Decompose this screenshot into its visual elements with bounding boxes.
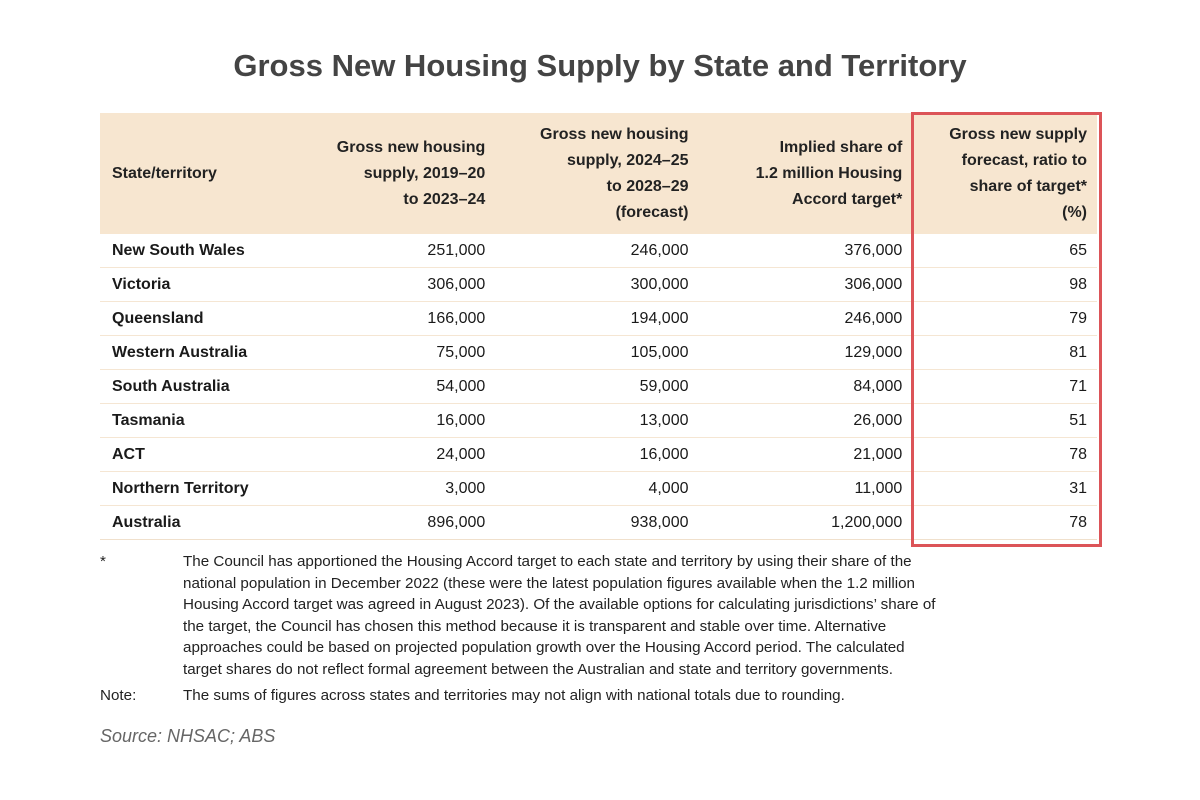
value-cell: 84,000 (698, 369, 913, 404)
column-header-line: forecast, ratio to (961, 151, 1087, 169)
column-header-line: (%) (1062, 203, 1087, 221)
column-header-line: share of target* (969, 177, 1087, 195)
state-name-cell: Western Australia (100, 335, 298, 370)
value-cell: 98 (912, 267, 1097, 302)
note-label: Note: (100, 686, 137, 704)
value-cell: 78 (912, 437, 1097, 472)
footnote-line: The Council has apportioned the Housing … (183, 553, 912, 570)
column-header: Gross new housing supply, 2024–25 to 2028–… (495, 113, 699, 234)
value-cell: 3,000 (297, 471, 496, 506)
table-row: Tasmania 16,000 13,000 26,000 51 (100, 403, 1097, 438)
value-cell: 31 (912, 471, 1097, 506)
value-cell: 194,000 (495, 301, 699, 336)
table-header-row: State/territory Gross new housing supply, … (100, 113, 1097, 234)
source-text: Source: NHSAC; ABS (100, 726, 276, 746)
state-name-cell: Australia (100, 505, 298, 540)
footnote-line: national population in December 2022 (th… (183, 574, 915, 592)
value-cell: 81 (912, 335, 1097, 370)
column-header: Gross new housing supply, 2019–20 to 2023–… (297, 113, 496, 234)
value-cell: 105,000 (495, 335, 699, 370)
footnotes: * The Council has apportioned the Housin… (100, 551, 936, 706)
column-header-line: Gross new housing (336, 138, 486, 156)
table-row: Victoria 306,000 300,000 306,000 98 (100, 267, 1097, 302)
table-row: South Australia 54,000 59,000 84,000 71 (100, 369, 1097, 404)
state-name-cell: ACT (100, 437, 298, 472)
value-cell: 246,000 (495, 234, 699, 268)
value-cell: 251,000 (297, 234, 496, 268)
note-text: The sums of figures across states and te… (183, 686, 845, 704)
value-cell: 306,000 (698, 267, 913, 302)
value-cell: 376,000 (698, 234, 913, 268)
value-cell: 54,000 (297, 369, 496, 404)
table-row: ACT 24,000 16,000 21,000 78 (100, 437, 1097, 472)
column-header-line: 1.2 million Housing (755, 164, 903, 182)
page-title: Gross New Housing Supply by State and Te… (233, 48, 967, 83)
value-cell: 21,000 (698, 437, 913, 472)
column-header-line: Implied share of (779, 138, 903, 156)
value-cell: 11,000 (698, 471, 913, 506)
table-row: New South Wales 251,000 246,000 376,000 65 (100, 234, 1097, 268)
column-header: Gross new supply forecast, ratio to share … (912, 113, 1097, 234)
value-cell: 16,000 (297, 403, 496, 438)
column-header-line: supply, 2019–20 (363, 164, 486, 182)
table-row: Western Australia 75,000 105,000 129,000 81 (100, 335, 1097, 370)
column-header-line: to 2028–29 (606, 177, 689, 195)
value-cell: 4,000 (495, 471, 699, 506)
value-cell: 166,000 (297, 301, 496, 336)
value-cell: 79 (912, 301, 1097, 336)
value-cell: 24,000 (297, 437, 496, 472)
value-cell: 896,000 (297, 505, 496, 540)
state-name-cell: Tasmania (100, 403, 298, 438)
table-row: Northern Territory 3,000 4,000 11,000 31 (100, 471, 1097, 506)
column-header-line: Accord target* (792, 190, 903, 208)
state-name-cell: South Australia (100, 369, 298, 404)
value-cell: 75,000 (297, 335, 496, 370)
state-name-cell: New South Wales (100, 234, 298, 268)
column-header: Implied share of 1.2 million Housing Accor… (698, 113, 913, 234)
footnote-line: target shares do not reflect formal agre… (183, 660, 893, 678)
note: Note: The sums of figures across states … (100, 685, 936, 707)
state-name-cell: Victoria (100, 267, 298, 302)
column-header-line: Gross new housing (540, 125, 689, 143)
value-cell: 51 (912, 403, 1097, 438)
value-cell: 246,000 (698, 301, 913, 336)
value-cell: 59,000 (495, 369, 699, 404)
table-row: Queensland 166,000 194,000 246,000 79 (100, 301, 1097, 336)
table-row: Australia 896,000 938,000 1,200,000 78 (100, 505, 1097, 540)
footnote-line: the target, the Council has chosen this … (183, 617, 887, 635)
footnote-line: approaches could be based on projected p… (183, 639, 905, 657)
value-cell: 938,000 (495, 505, 699, 540)
value-cell: 71 (912, 369, 1097, 404)
footnote-asterisk: * The Council has apportioned the Housin… (100, 551, 936, 681)
value-cell: 129,000 (698, 335, 913, 370)
column-header-line: Gross new supply (949, 125, 1087, 143)
value-cell: 300,000 (495, 267, 699, 302)
state-name-cell: Northern Territory (100, 471, 298, 506)
value-cell: 306,000 (297, 267, 496, 302)
value-cell: 26,000 (698, 403, 913, 438)
value-cell: 13,000 (495, 403, 699, 438)
column-header-line: to 2023–24 (403, 190, 486, 208)
value-cell: 1,200,000 (698, 505, 913, 540)
value-cell: 65 (912, 234, 1097, 268)
value-cell: 78 (912, 505, 1097, 540)
column-header-line: supply, 2024–25 (566, 151, 689, 169)
column-header: State/territory (100, 113, 298, 234)
value-cell: 16,000 (495, 437, 699, 472)
housing-supply-table: State/territory Gross new housing supply, … (100, 113, 1097, 540)
column-header-line: State/territory (112, 164, 217, 182)
footnote-mark: * (100, 553, 106, 570)
column-header-line: (forecast) (615, 203, 689, 221)
footnote-line: Housing Accord target was agreed in Augu… (183, 596, 936, 614)
state-name-cell: Queensland (100, 301, 298, 336)
